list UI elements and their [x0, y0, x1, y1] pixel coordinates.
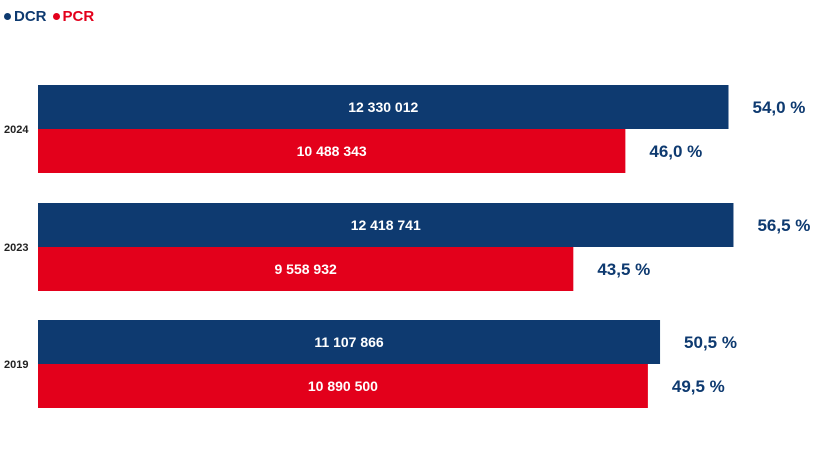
legend-label-pcr: PCR [62, 8, 95, 25]
legend-label-dcr: DCR [14, 8, 47, 25]
bar-pcr-2023 [38, 247, 574, 291]
value-label-dcr-2023: 12 418 741 [351, 217, 421, 233]
bar-pcr-2019 [38, 364, 648, 408]
share-label-dcr-2024: 54,0 % [753, 98, 806, 117]
category-label-2023: 2023 [4, 242, 28, 254]
category-label-2019: 2019 [4, 359, 28, 371]
share-label-pcr-2019: 49,5 % [672, 377, 725, 396]
legend-dot-dcr [4, 13, 11, 20]
bar-pcr-2024 [38, 129, 626, 173]
value-label-dcr-2019: 11 107 866 [314, 334, 384, 350]
legend: DCR PCR [4, 8, 94, 25]
bar-dcr-2019 [38, 320, 661, 364]
category-label-2024: 2024 [4, 124, 29, 136]
value-label-pcr-2024: 10 488 343 [297, 143, 367, 159]
legend-item-pcr: PCR [52, 8, 95, 25]
share-label-pcr-2024: 46,0 % [649, 142, 702, 161]
value-label-pcr-2019: 10 890 500 [308, 378, 378, 394]
legend-item-dcr: DCR [4, 8, 47, 25]
share-label-dcr-2019: 50,5 % [684, 333, 737, 352]
bar-dcr-2024 [38, 85, 729, 129]
value-label-dcr-2024: 12 330 012 [348, 99, 418, 115]
share-label-pcr-2023: 43,5 % [597, 260, 650, 279]
share-label-dcr-2023: 56,5 % [757, 216, 810, 235]
value-label-pcr-2023: 9 558 932 [275, 261, 337, 277]
legend-dot-pcr [52, 13, 60, 20]
bar-dcr-2023 [38, 203, 734, 247]
